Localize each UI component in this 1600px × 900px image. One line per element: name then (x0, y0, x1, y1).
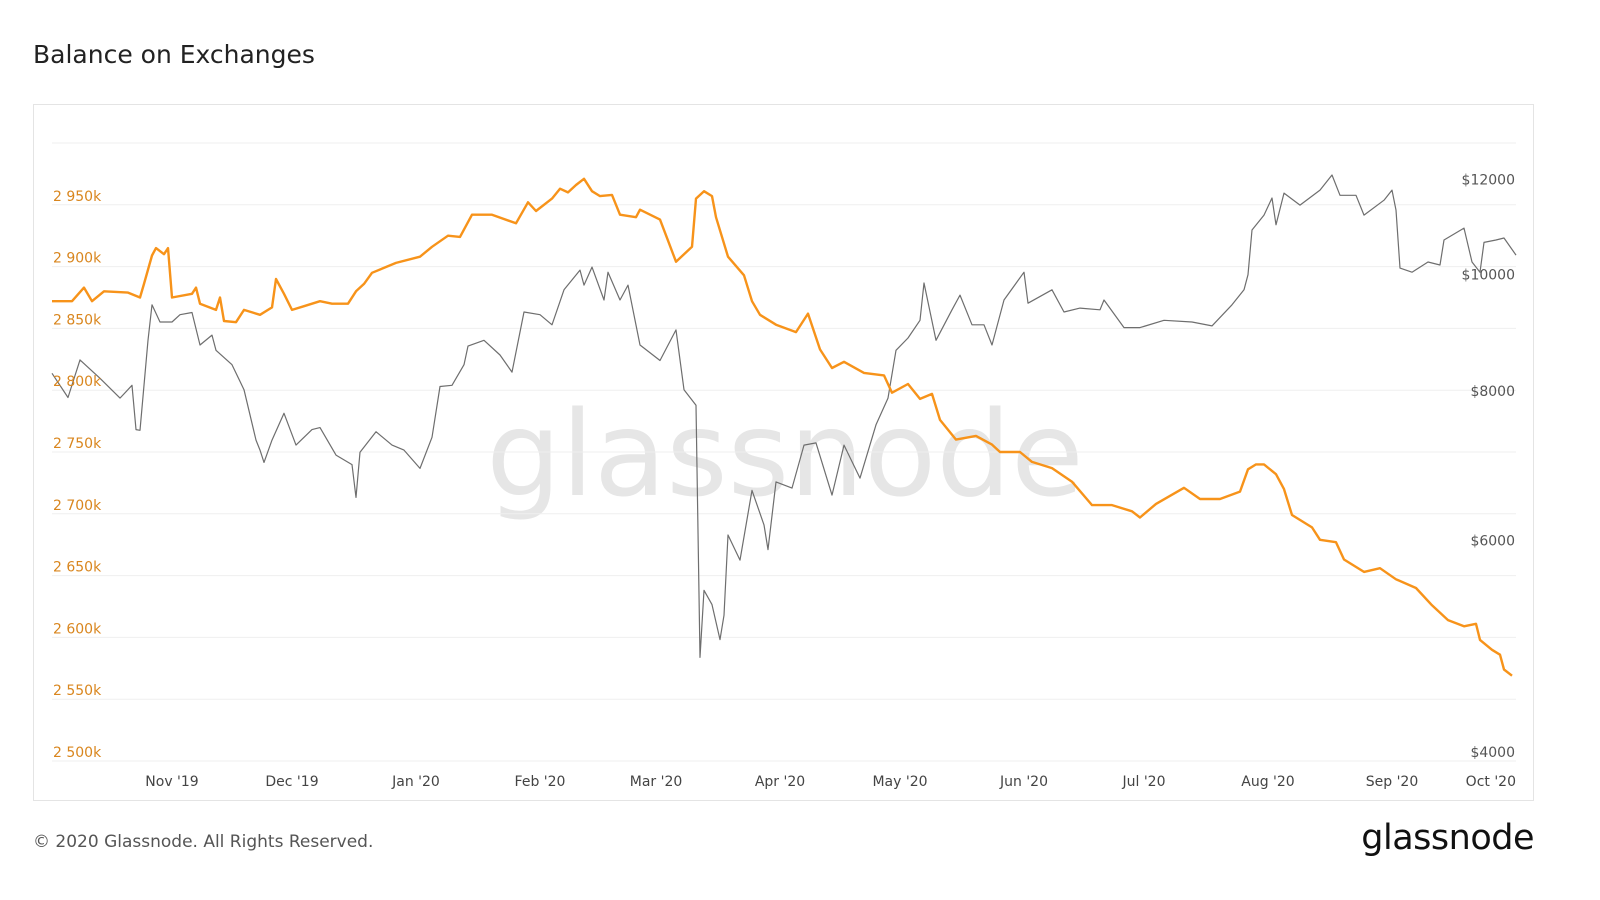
left-axis-tick-label: 2 650k (53, 560, 102, 576)
copyright-footer: © 2020 Glassnode. All Rights Reserved. (33, 832, 374, 852)
left-axis-tick-label: 2 700k (53, 498, 102, 514)
x-axis-tick-label: Jun '20 (999, 774, 1048, 790)
x-axis-tick-label: May '20 (872, 774, 927, 790)
chart-frame (33, 104, 1534, 801)
x-axis-tick-label: Feb '20 (515, 774, 566, 790)
left-axis-tick-label: 2 900k (53, 251, 102, 267)
left-axis-labels: 2 500k 2 550k 2 600k 2 650k 2 700k 2 750k 2 80… (53, 189, 102, 761)
price-series-line (51, 174, 1517, 658)
x-axis-tick-label: Aug '20 (1241, 774, 1294, 790)
left-axis-tick-label: 2 950k (53, 189, 102, 205)
right-axis-tick-label: $8000 (1470, 384, 1515, 400)
x-axis-tick-label: Mar '20 (630, 774, 683, 790)
x-axis-tick-label: Nov '19 (145, 774, 198, 790)
chart-title: Balance on Exchanges (33, 40, 315, 69)
right-axis-tick-label: $12000 (1462, 172, 1515, 188)
x-axis-tick-label: Apr '20 (755, 774, 805, 790)
right-axis-tick-label: $6000 (1470, 534, 1515, 550)
left-axis-tick-label: 2 800k (53, 374, 102, 390)
right-axis-labels: $4000 $6000 $8000 $10000 $12000 (1462, 172, 1515, 761)
x-axis-labels: Nov '19 Dec '19 Jan '20 Feb '20 Mar '20 Apr '… (145, 774, 1516, 790)
x-axis-tick-label: Jan '20 (391, 774, 440, 790)
x-axis-tick-label: Dec '19 (265, 774, 318, 790)
x-axis-tick-label: Sep '20 (1366, 774, 1419, 790)
balance-series-line (52, 177, 1513, 677)
series-lines (51, 174, 1517, 677)
left-axis-tick-label: 2 500k (53, 745, 102, 761)
x-axis-tick-label: Oct '20 (1466, 774, 1516, 790)
left-axis-tick-label: 2 600k (53, 621, 102, 637)
left-axis-tick-label: 2 750k (53, 436, 102, 452)
left-axis-tick-label: 2 550k (53, 683, 102, 699)
right-axis-tick-label: $10000 (1462, 267, 1515, 283)
watermark-logo: glassnode (486, 385, 1083, 523)
gridlines (52, 142, 1516, 762)
glassnode-logo[interactable]: glassnode (1361, 818, 1534, 858)
left-axis-tick-label: 2 850k (53, 312, 102, 328)
x-axis-tick-label: Jul '20 (1121, 774, 1165, 790)
right-axis-tick-label: $4000 (1470, 745, 1515, 761)
